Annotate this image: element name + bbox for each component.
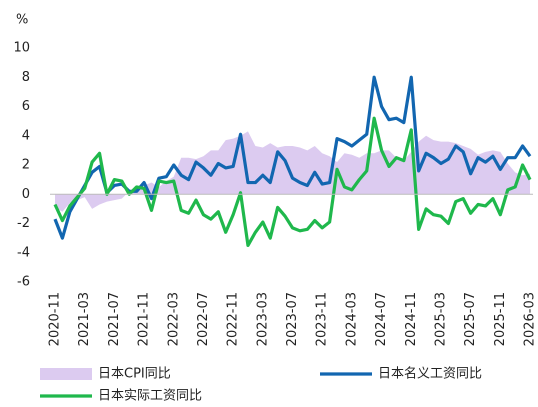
x-tick-label: 2023-07	[285, 292, 300, 346]
y-axis-label: %	[16, 13, 28, 28]
y-tick-label: 0	[22, 187, 30, 202]
y-tick-label: 10	[13, 41, 30, 56]
x-tick-label: 2025-11	[493, 292, 508, 346]
x-tick-label: 2022-07	[196, 292, 211, 346]
x-tick-label: 2021-03	[77, 292, 92, 346]
x-tick-label: 2025-03	[433, 292, 448, 346]
x-tick-label: 2024-11	[404, 292, 419, 346]
x-tick-label: 2022-11	[226, 292, 241, 346]
x-tick-label: 2023-03	[255, 292, 270, 346]
y-tick-label: -6	[17, 275, 30, 290]
legend-label: 日本实际工资同比	[98, 389, 202, 404]
wage-line	[53, 116, 532, 248]
legend-label: 日本名义工资同比	[378, 366, 482, 382]
x-tick-label: 2023-11	[315, 292, 330, 346]
y-tick-label: 8	[22, 70, 30, 85]
x-tick-label: 2026-03	[523, 292, 538, 346]
x-tick-label: 2021-11	[137, 292, 152, 346]
x-tick-label: 2022-03	[166, 292, 181, 346]
x-tick-label: 2020-11	[48, 292, 63, 346]
legend-label: 日本CPI同比	[98, 367, 171, 382]
legend-swatch	[40, 368, 92, 380]
x-tick-label: 2024-07	[374, 292, 389, 346]
y-tick-label: 2	[22, 158, 30, 173]
cpi-area	[55, 131, 530, 212]
y-tick-label: 4	[22, 128, 30, 143]
x-tick-label: 2021-07	[107, 292, 122, 346]
x-tick-label: 2024-03	[344, 292, 359, 346]
y-tick-label: 6	[22, 99, 30, 114]
x-tick-label: 2025-07	[463, 292, 478, 346]
y-tick-label: -4	[17, 245, 30, 260]
y-tick-label: -2	[17, 216, 30, 231]
